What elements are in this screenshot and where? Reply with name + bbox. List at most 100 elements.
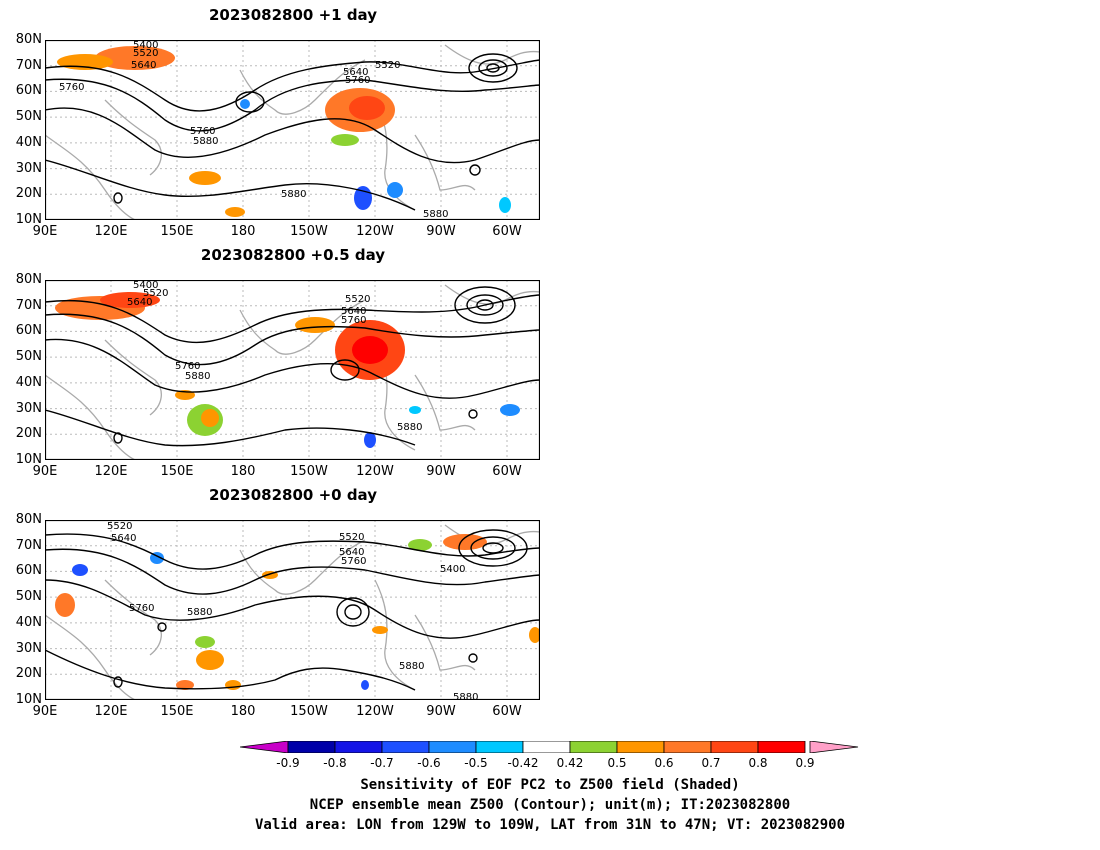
contour-label: 5400: [440, 564, 465, 575]
lon-label: 60W: [492, 464, 522, 479]
lon-label: 90W: [426, 704, 456, 719]
lat-label: 60N: [15, 83, 42, 98]
lat-label: 20N: [15, 426, 42, 441]
colorbar-low-end: [240, 741, 289, 753]
contour-label: 5520: [339, 532, 364, 543]
contour-label: 5640: [111, 533, 136, 544]
colorbar-label: -0.5: [464, 756, 488, 770]
colorbar-cell: [569, 741, 618, 753]
lat-label: 70N: [15, 538, 42, 553]
contour-label: 5520: [375, 60, 400, 71]
lon-label: 180: [230, 224, 256, 239]
lon-label: 150E: [160, 704, 194, 719]
colorbar-label: 0.7: [701, 756, 721, 770]
contour-label: 5760: [190, 126, 215, 137]
colorbar-cell: [522, 741, 571, 753]
caption-line-2: NCEP ensemble mean Z500 (Contour); unit(…: [309, 797, 791, 813]
panel-title-3: 2023082800 +0 day: [209, 486, 377, 504]
panel-title-1: 2023082800 +1 day: [209, 6, 377, 24]
lon-label: 180: [230, 704, 256, 719]
colorbar-cell: [663, 741, 712, 753]
contour-label: 5520: [107, 521, 132, 532]
contour-label: 5760: [59, 82, 84, 93]
contour-label: 5400: [133, 40, 158, 51]
contour-label: 5760: [345, 75, 370, 86]
contour-label: 5520: [143, 288, 168, 299]
contour-label: 5880: [423, 209, 448, 220]
map-panel-2: 5400 5520 5640 5760 5880 5880 5520 5640 …: [45, 280, 540, 460]
contour-label: 5880: [399, 661, 424, 672]
lon-label: 90E: [32, 464, 58, 479]
map-panel-1-svg: 5400 5520 5640 5760 5760 5880 5880 5880 …: [45, 40, 540, 220]
contour-label: 5640: [343, 67, 368, 78]
colorbar-label: 0.8: [748, 756, 768, 770]
colorbar-cell: [710, 741, 759, 753]
lon-label: 120E: [94, 464, 128, 479]
lon-label: 150E: [160, 464, 194, 479]
colorbar-cell: [428, 741, 477, 753]
lat-label: 70N: [15, 298, 42, 313]
lon-label: 120E: [94, 704, 128, 719]
lat-label: 50N: [15, 589, 42, 604]
lon-label: 120E: [94, 224, 128, 239]
lat-label: 10N: [15, 212, 42, 227]
lon-label: 180: [230, 464, 256, 479]
lat-label: 30N: [15, 641, 42, 656]
colorbar-label: 0.42: [556, 756, 584, 770]
colorbar-label: -0.7: [370, 756, 394, 770]
lat-label: 20N: [15, 186, 42, 201]
lat-label: 10N: [15, 452, 42, 467]
lon-label: 90W: [426, 464, 456, 479]
contour-label: 5880: [281, 189, 306, 200]
lat-label: 40N: [15, 615, 42, 630]
lat-label: 30N: [15, 401, 42, 416]
lat-label: 30N: [15, 161, 42, 176]
contour-label: 5880: [397, 422, 422, 433]
lat-label: 60N: [15, 563, 42, 578]
lon-label: 90E: [32, 704, 58, 719]
map-panel-3-svg: 5520 5640 5760 5880 5880 5880 5520 5640 …: [45, 520, 540, 700]
contour-label: 5400: [133, 280, 158, 291]
contour-label: 5760: [341, 556, 366, 567]
colorbar-label: -0.9: [276, 756, 300, 770]
contour-label: 5880: [453, 692, 478, 700]
lon-label: 150W: [290, 464, 328, 479]
colorbar-cell: [287, 741, 336, 753]
contour-label: 5520: [345, 294, 370, 305]
contour-label: 5640: [339, 547, 364, 558]
colorbar-cell: [475, 741, 524, 753]
contour-label: 5640: [341, 306, 366, 317]
colorbar-cell: [381, 741, 430, 753]
colorbar-label: 0.6: [654, 756, 674, 770]
lon-label: 60W: [492, 704, 522, 719]
colorbar-high-end: [809, 741, 859, 753]
lat-label: 70N: [15, 58, 42, 73]
contour-label: 5520: [133, 48, 158, 59]
caption-line-3: Valid area: LON from 129W to 109W, LAT f…: [254, 817, 845, 833]
lat-label: 50N: [15, 349, 42, 364]
lat-label: 60N: [15, 323, 42, 338]
lat-label: 10N: [15, 692, 42, 707]
lat-label: 40N: [15, 135, 42, 150]
lat-label: 40N: [15, 375, 42, 390]
lat-label: 80N: [15, 512, 42, 527]
contour-label: 5880: [193, 136, 218, 147]
lon-label: 90W: [426, 224, 456, 239]
panel-title-2: 2023082800 +0.5 day: [200, 246, 386, 264]
lon-label: 120W: [356, 704, 394, 719]
map-panel-3: 5520 5640 5760 5880 5880 5880 5520 5640 …: [45, 520, 540, 700]
colorbar-label: -0.6: [417, 756, 441, 770]
lon-label: 90E: [32, 224, 58, 239]
colorbar-cell: [757, 741, 806, 753]
contour-label: 5880: [185, 371, 210, 382]
colorbar-label: 0.9: [795, 756, 815, 770]
caption-line-1: Sensitivity of EOF PC2 to Z500 field (Sh…: [360, 777, 740, 793]
contour-label: 5760: [175, 361, 200, 372]
lon-label: 120W: [356, 464, 394, 479]
lon-label: 150W: [290, 704, 328, 719]
lat-label: 20N: [15, 666, 42, 681]
colorbar-label: -0.8: [323, 756, 347, 770]
colorbar-cell: [616, 741, 665, 753]
map-panel-1: 5400 5520 5640 5760 5760 5880 5880 5880 …: [45, 40, 540, 220]
lat-label: 50N: [15, 109, 42, 124]
